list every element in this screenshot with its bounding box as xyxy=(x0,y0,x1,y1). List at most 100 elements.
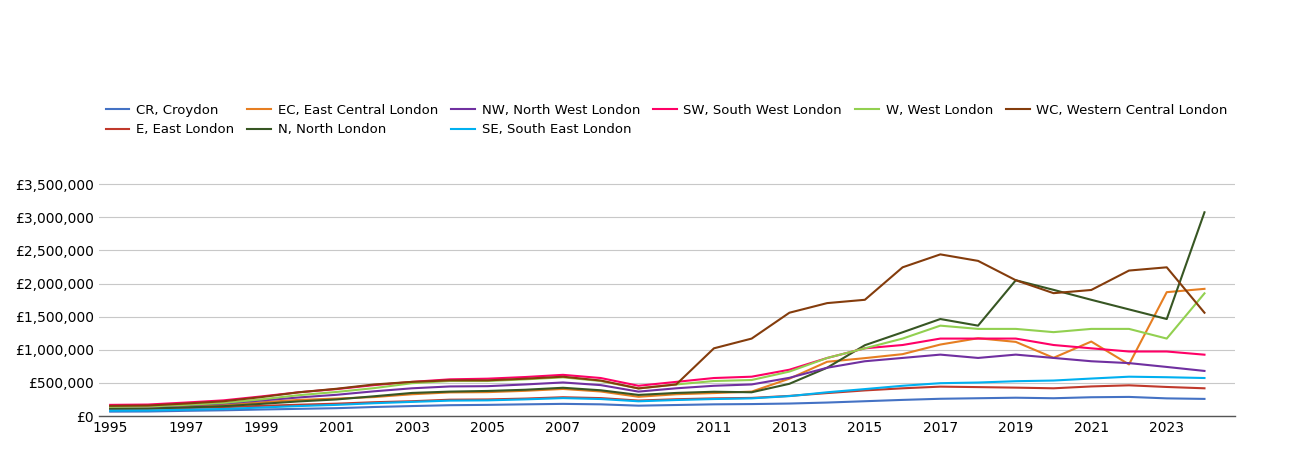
SE, South East London xyxy=(744,396,760,401)
CR, Croydon xyxy=(1197,396,1212,401)
CR, Croydon xyxy=(291,406,307,412)
EC, East Central London xyxy=(857,356,873,361)
E, East London xyxy=(140,406,155,412)
SW, South West London xyxy=(1045,342,1061,348)
NW, North West London xyxy=(102,404,117,410)
W, West London xyxy=(744,377,760,382)
N, North London xyxy=(1121,307,1137,312)
WC, Western Central London xyxy=(668,382,684,387)
SW, South West London xyxy=(215,398,231,403)
CR, Croydon xyxy=(367,404,382,410)
EC, East Central London xyxy=(933,342,949,347)
NW, North West London xyxy=(630,389,646,394)
N, North London xyxy=(630,392,646,398)
NW, North West London xyxy=(857,359,873,364)
NW, North West London xyxy=(1007,352,1023,357)
WC, Western Central London xyxy=(933,252,949,257)
CR, Croydon xyxy=(1159,396,1174,401)
E, East London xyxy=(1159,384,1174,390)
NW, North West London xyxy=(668,386,684,391)
W, West London xyxy=(1159,336,1174,341)
N, North London xyxy=(970,323,985,328)
SE, South East London xyxy=(555,396,570,401)
SE, South East London xyxy=(668,397,684,403)
N, North London xyxy=(1159,316,1174,322)
SE, South East London xyxy=(1045,378,1061,383)
CR, Croydon xyxy=(706,402,722,407)
SE, South East London xyxy=(1083,376,1099,381)
SE, South East London xyxy=(895,383,911,388)
E, East London xyxy=(820,390,835,396)
CR, Croydon xyxy=(668,402,684,408)
N, North London xyxy=(140,406,155,411)
E, East London xyxy=(480,397,496,402)
E, East London xyxy=(1007,385,1023,390)
SW, South West London xyxy=(177,400,193,405)
E, East London xyxy=(102,406,117,412)
W, West London xyxy=(480,378,496,384)
SE, South East London xyxy=(820,390,835,395)
WC, Western Central London xyxy=(706,346,722,351)
W, West London xyxy=(517,377,532,382)
SE, South East London xyxy=(1159,374,1174,380)
CR, Croydon xyxy=(177,408,193,414)
E, East London xyxy=(442,397,458,402)
CR, Croydon xyxy=(1007,395,1023,400)
EC, East Central London xyxy=(405,392,420,397)
CR, Croydon xyxy=(820,400,835,405)
Line: CR, Croydon: CR, Croydon xyxy=(110,397,1205,412)
SW, South West London xyxy=(140,402,155,407)
WC, Western Central London xyxy=(970,258,985,264)
Legend: CR, Croydon, E, East London, EC, East Central London, N, North London, NW, North: CR, Croydon, E, East London, EC, East Ce… xyxy=(106,104,1228,136)
Line: N, North London: N, North London xyxy=(110,212,1205,409)
N, North London xyxy=(820,365,835,370)
SW, South West London xyxy=(1159,349,1174,354)
EC, East Central London xyxy=(555,386,570,391)
N, North London xyxy=(782,381,797,387)
SE, South East London xyxy=(215,406,231,412)
N, North London xyxy=(1007,278,1023,283)
NW, North West London xyxy=(442,384,458,389)
SE, South East London xyxy=(253,405,269,410)
SE, South East London xyxy=(1121,374,1137,379)
WC, Western Central London xyxy=(1045,290,1061,296)
E, East London xyxy=(857,388,873,393)
WC, Western Central London xyxy=(1121,268,1137,273)
E, East London xyxy=(933,384,949,389)
N, North London xyxy=(177,405,193,410)
W, West London xyxy=(1007,326,1023,332)
N, North London xyxy=(895,329,911,335)
Line: W, West London: W, West London xyxy=(110,293,1205,407)
SE, South East London xyxy=(102,408,117,414)
E, East London xyxy=(291,402,307,407)
W, West London xyxy=(592,378,608,384)
W, West London xyxy=(215,400,231,405)
N, North London xyxy=(706,389,722,395)
NW, North West London xyxy=(140,404,155,410)
WC, Western Central London xyxy=(592,378,608,383)
SE, South East London xyxy=(782,393,797,399)
NW, North West London xyxy=(480,383,496,389)
EC, East Central London xyxy=(706,390,722,396)
EC, East Central London xyxy=(895,351,911,357)
W, West London xyxy=(668,382,684,387)
WC, Western Central London xyxy=(177,401,193,406)
SW, South West London xyxy=(1197,352,1212,357)
WC, Western Central London xyxy=(442,378,458,383)
WC, Western Central London xyxy=(215,399,231,404)
WC, Western Central London xyxy=(857,297,873,302)
NW, North West London xyxy=(555,380,570,385)
SE, South East London xyxy=(592,396,608,402)
E, East London xyxy=(1045,386,1061,391)
WC, Western Central London xyxy=(102,403,117,409)
N, North London xyxy=(1083,297,1099,302)
CR, Croydon xyxy=(1083,395,1099,400)
CR, Croydon xyxy=(1121,394,1137,400)
E, East London xyxy=(177,405,193,411)
SE, South East London xyxy=(1007,378,1023,384)
EC, East Central London xyxy=(630,394,646,400)
N, North London xyxy=(329,397,345,402)
CR, Croydon xyxy=(140,409,155,414)
NW, North West London xyxy=(367,389,382,394)
NW, North West London xyxy=(895,355,911,360)
